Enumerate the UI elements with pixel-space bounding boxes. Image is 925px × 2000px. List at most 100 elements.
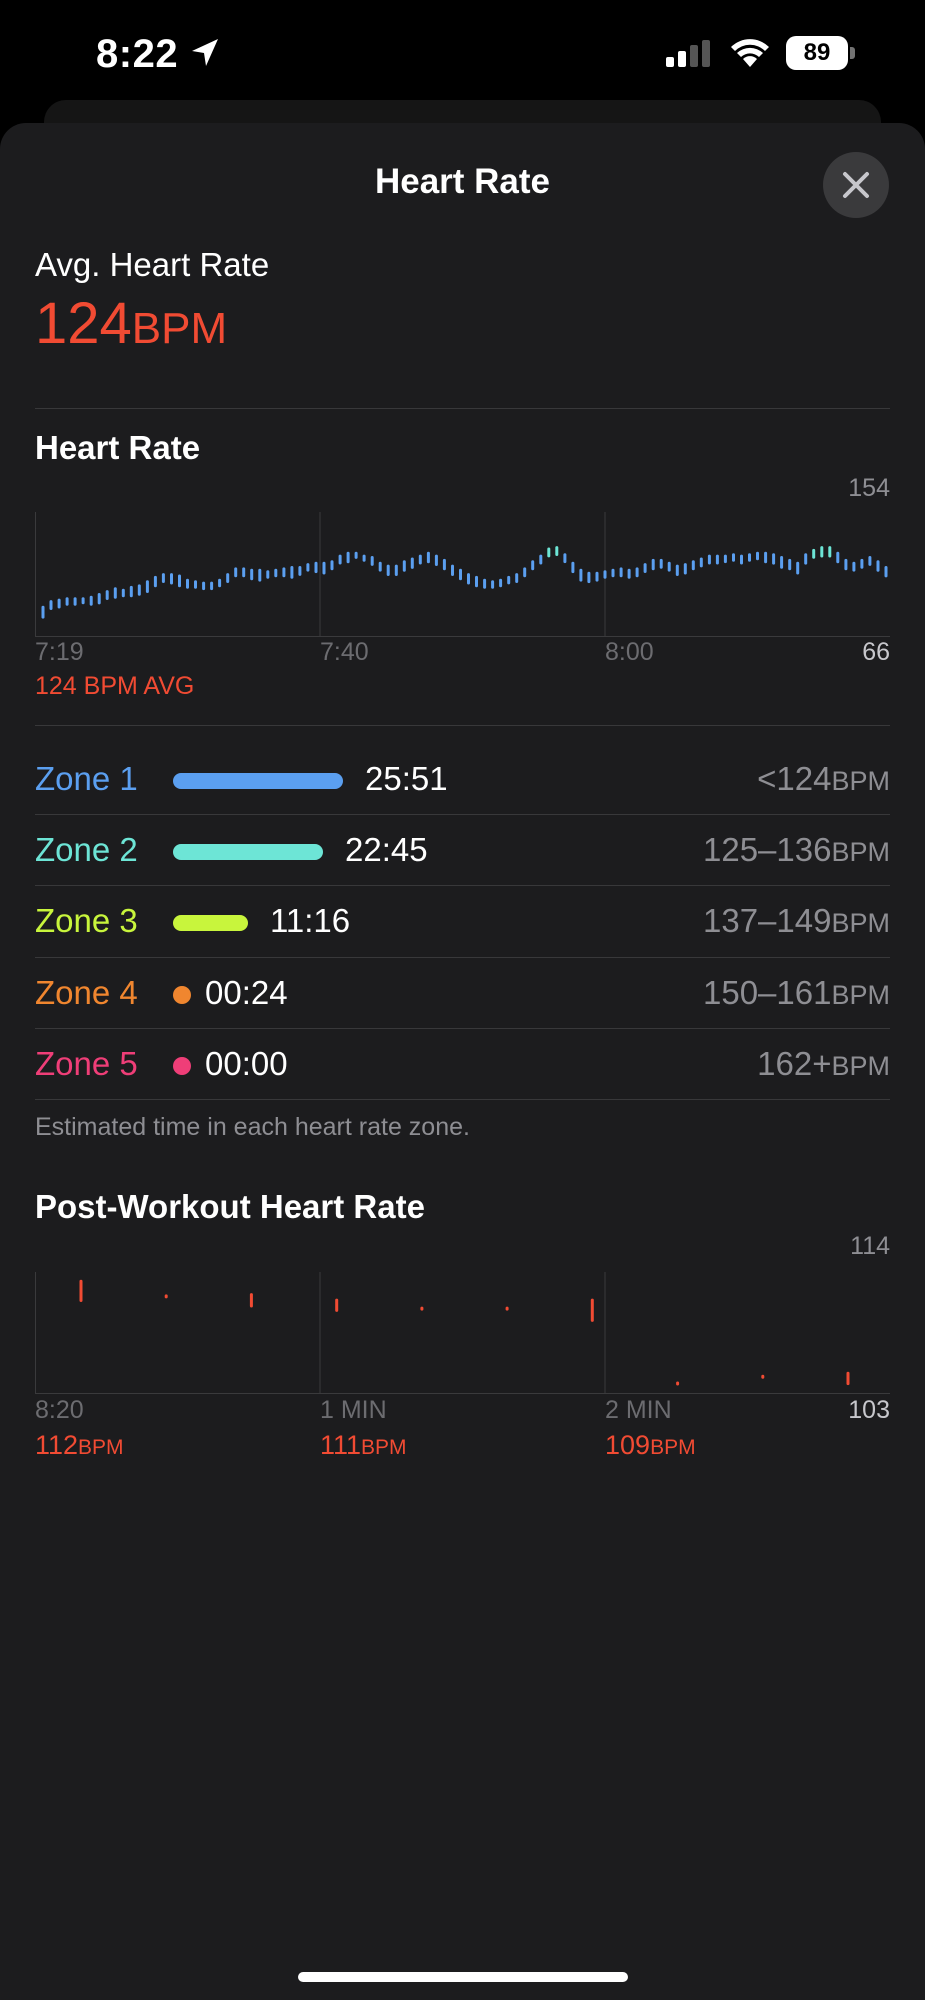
chart-bar (420, 1306, 424, 1311)
heart-rate-section-title: Heart Rate (35, 429, 201, 466)
zone-name: Zone 4 (35, 974, 138, 1011)
zone-time: 22:45 (345, 831, 428, 868)
location-arrow-icon (192, 39, 218, 66)
hr-chart-x-label: 7:40 (320, 638, 369, 666)
chart-bar (571, 561, 575, 574)
chart-bar (804, 553, 808, 565)
zone-duration-bar (173, 915, 248, 931)
zone-range: 162+BPM (757, 1045, 890, 1082)
avg-heart-rate-unit: BPM (131, 304, 228, 353)
chart-bar (49, 600, 53, 610)
chart-bar (322, 561, 326, 575)
zone-range: 125–136BPM (703, 831, 890, 868)
chart-bar (41, 605, 45, 619)
zone-row[interactable]: Zone 2 22:45 125–136BPM (35, 815, 890, 886)
home-indicator[interactable] (298, 1972, 628, 1982)
chart-bar (426, 551, 430, 564)
chart-bar (683, 563, 687, 575)
chart-bar (121, 588, 125, 598)
divider (35, 814, 890, 815)
chart-bar (635, 567, 639, 578)
chart-bar (362, 554, 366, 562)
chart-bar (370, 556, 374, 566)
avg-heart-rate-label: Avg. Heart Rate (35, 246, 270, 283)
chart-bar (113, 587, 117, 599)
chart-bar (386, 564, 390, 576)
post-workout-value: 112BPM (35, 1430, 124, 1460)
chart-bar (676, 1381, 680, 1386)
chart-bar (346, 551, 350, 564)
chart-bar (266, 570, 270, 579)
chart-bar (153, 575, 157, 588)
chart-bar (846, 1371, 850, 1386)
status-bar: 8:22 89 (0, 0, 925, 110)
chart-bar (89, 595, 93, 606)
chart-bar (515, 573, 519, 583)
close-button[interactable] (823, 152, 889, 218)
chart-bar (667, 561, 671, 572)
chart-bar (796, 561, 800, 575)
zone-row[interactable]: Zone 4 00:24 150–161BPM (35, 958, 890, 1029)
chart-bar (756, 551, 759, 561)
chart-bar (715, 554, 719, 565)
chart-bar (780, 556, 784, 569)
chart-bar (539, 554, 543, 565)
chart-bar (555, 546, 559, 556)
chart-bar (249, 1293, 253, 1308)
post-chart-x-label: 2 MIN (605, 1396, 672, 1424)
chart-bar (394, 564, 398, 576)
zone-time: 00:24 (205, 974, 288, 1011)
chart-bar (418, 554, 422, 565)
chart-bar (531, 560, 535, 571)
chart-bar (226, 573, 230, 583)
zone-row[interactable]: Zone 3 11:16 137–149BPM (35, 886, 890, 957)
zone-duration-dot (173, 1057, 191, 1075)
chart-bar (298, 566, 302, 576)
chart-bar (258, 568, 262, 582)
chart-bar (282, 567, 286, 578)
heart-rate-chart[interactable] (35, 512, 890, 637)
chart-bar (178, 574, 181, 588)
chart-bar (434, 554, 438, 566)
chart-bar (234, 567, 238, 578)
chart-bar (563, 553, 567, 564)
zone-time: 00:00 (205, 1045, 288, 1082)
hr-avg-caption: 124 BPM AVG (35, 672, 195, 700)
chart-bar (137, 584, 141, 596)
chart-bar (828, 546, 832, 558)
zone-time: 25:51 (365, 760, 448, 797)
chart-gridlines (35, 1272, 890, 1394)
post-workout-value: 111BPM (320, 1430, 407, 1460)
post-chart-y-max: 114 (850, 1232, 890, 1260)
chart-bar (410, 557, 414, 569)
post-workout-value: 109BPM (605, 1430, 696, 1460)
chart-bar (505, 1306, 509, 1311)
zone-name: Zone 1 (35, 760, 138, 797)
hr-chart-x-label: 7:19 (35, 638, 84, 666)
chart-bar (595, 571, 599, 582)
chart-bar (250, 568, 254, 581)
hr-chart-y-max: 154 (848, 474, 890, 502)
chart-bar (523, 567, 527, 578)
chart-bar (451, 564, 454, 576)
chart-bar (378, 561, 382, 572)
post-workout-chart[interactable] (35, 1272, 890, 1394)
zone-row[interactable]: Zone 1 25:51 <124BPM (35, 744, 890, 815)
chart-bar (587, 571, 591, 584)
chart-bar (210, 581, 214, 591)
chart-bar (354, 551, 358, 559)
chart-bar (105, 590, 109, 600)
chart-bar (218, 578, 222, 588)
chart-bar (202, 581, 206, 591)
chart-bar (242, 567, 246, 578)
chart-bar (57, 598, 61, 609)
chart-bar (161, 573, 165, 583)
zone-row[interactable]: Zone 5 00:00 162+BPM (35, 1029, 890, 1100)
chart-bar (699, 557, 703, 568)
chart-bar (491, 580, 495, 589)
heart-rate-sheet (0, 123, 925, 2000)
avg-heart-rate-number: 124 (35, 291, 132, 356)
chart-bar (97, 593, 101, 605)
chart-bar (844, 558, 848, 571)
wifi-icon (731, 39, 769, 67)
